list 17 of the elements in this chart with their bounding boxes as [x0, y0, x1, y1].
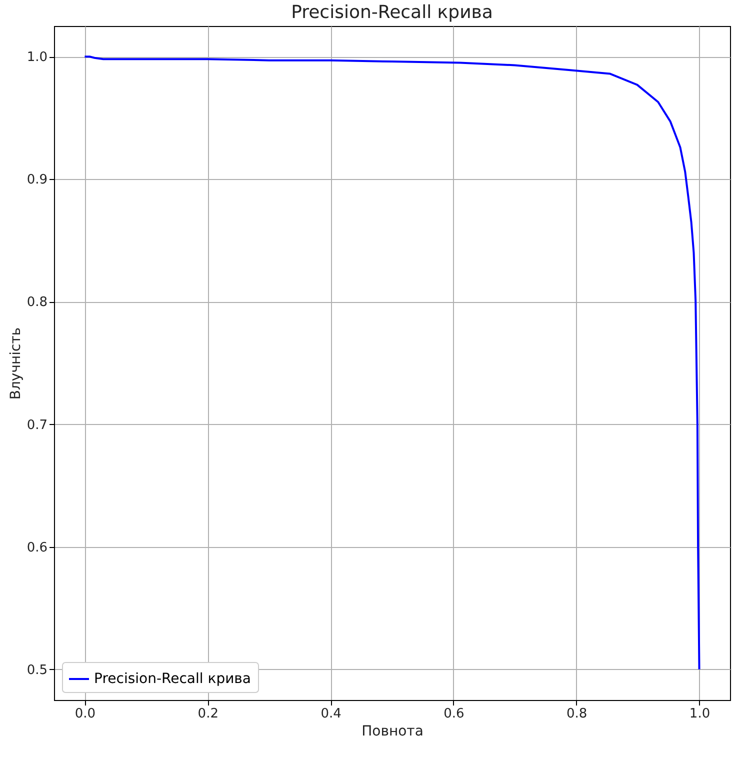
x-tick-label: 0.8: [566, 706, 588, 722]
y-tick-label: 0.5: [26, 662, 48, 678]
x-tick-label: 1.0: [689, 706, 710, 722]
legend-label: Precision-Recall крива: [94, 671, 252, 687]
x-tick-label: 0.0: [74, 706, 96, 722]
line-series: [84, 56, 700, 670]
x-axis-title: Повнота: [362, 724, 424, 740]
x-tick-label: 0.6: [444, 706, 464, 722]
y-tick-label: 1.0: [26, 50, 48, 66]
chart-title: Precision-Recall крива: [291, 2, 493, 23]
y-tick-label: 0.7: [26, 418, 48, 433]
y-tick-label: 0.6: [26, 540, 48, 556]
x-tick-label: 0.4: [320, 706, 342, 722]
x-tick-label: 0.2: [198, 706, 218, 722]
y-tick-label: 0.9: [26, 172, 48, 188]
y-tick-label: 0.8: [26, 295, 48, 310]
y-axis-title: Влучність: [8, 327, 24, 400]
